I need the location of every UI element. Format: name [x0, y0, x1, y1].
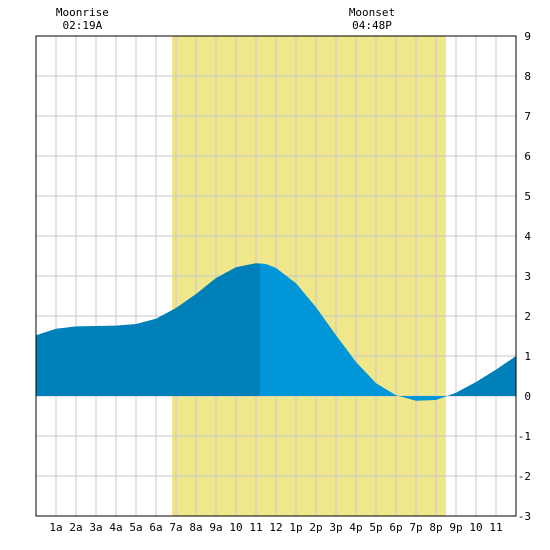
x-tick-label: 12: [269, 521, 282, 534]
y-tick-label: 1: [524, 350, 531, 363]
x-tick-label: 2a: [69, 521, 82, 534]
x-tick-label: 8a: [189, 521, 202, 534]
moonrise-time: 02:19A: [63, 19, 103, 32]
moonrise-label: Moonrise: [56, 6, 109, 19]
x-tick-label: 6a: [149, 521, 162, 534]
y-tick-label: -3: [518, 510, 531, 523]
x-tick-label: 9p: [449, 521, 462, 534]
y-tick-label: 2: [524, 310, 531, 323]
x-tick-label: 2p: [309, 521, 322, 534]
x-tick-label: 1a: [49, 521, 62, 534]
x-tick-label: 10: [229, 521, 242, 534]
x-tick-label: 7a: [169, 521, 182, 534]
x-tick-label: 7p: [409, 521, 422, 534]
y-tick-label: 5: [524, 190, 531, 203]
y-tick-label: 4: [524, 230, 531, 243]
y-tick-label: 6: [524, 150, 531, 163]
tide-area-dark-evening: [450, 356, 516, 396]
y-tick-label: 7: [524, 110, 531, 123]
moonset-time: 04:48P: [352, 19, 392, 32]
tide-area-dark: [36, 263, 260, 396]
x-tick-label: 9a: [209, 521, 222, 534]
x-tick-label: 5a: [129, 521, 142, 534]
x-tick-label: 4a: [109, 521, 122, 534]
x-tick-label: 3a: [89, 521, 102, 534]
moonset-label: Moonset: [349, 6, 395, 19]
x-tick-label: 5p: [369, 521, 382, 534]
tide-area-light: [260, 263, 450, 401]
x-tick-label: 3p: [329, 521, 342, 534]
y-tick-label: 9: [524, 30, 531, 43]
y-tick-label: 8: [524, 70, 531, 83]
x-tick-label: 11: [489, 521, 502, 534]
x-tick-label: 10: [469, 521, 482, 534]
y-tick-label: 3: [524, 270, 531, 283]
x-tick-label: 11: [249, 521, 262, 534]
y-tick-label: 0: [524, 390, 531, 403]
y-tick-label: -2: [518, 470, 531, 483]
x-tick-label: 8p: [429, 521, 442, 534]
plot-frame: [35, 35, 517, 517]
x-tick-label: 1p: [289, 521, 302, 534]
y-tick-label: -1: [518, 430, 531, 443]
x-tick-label: 4p: [349, 521, 362, 534]
x-tick-label: 6p: [389, 521, 402, 534]
